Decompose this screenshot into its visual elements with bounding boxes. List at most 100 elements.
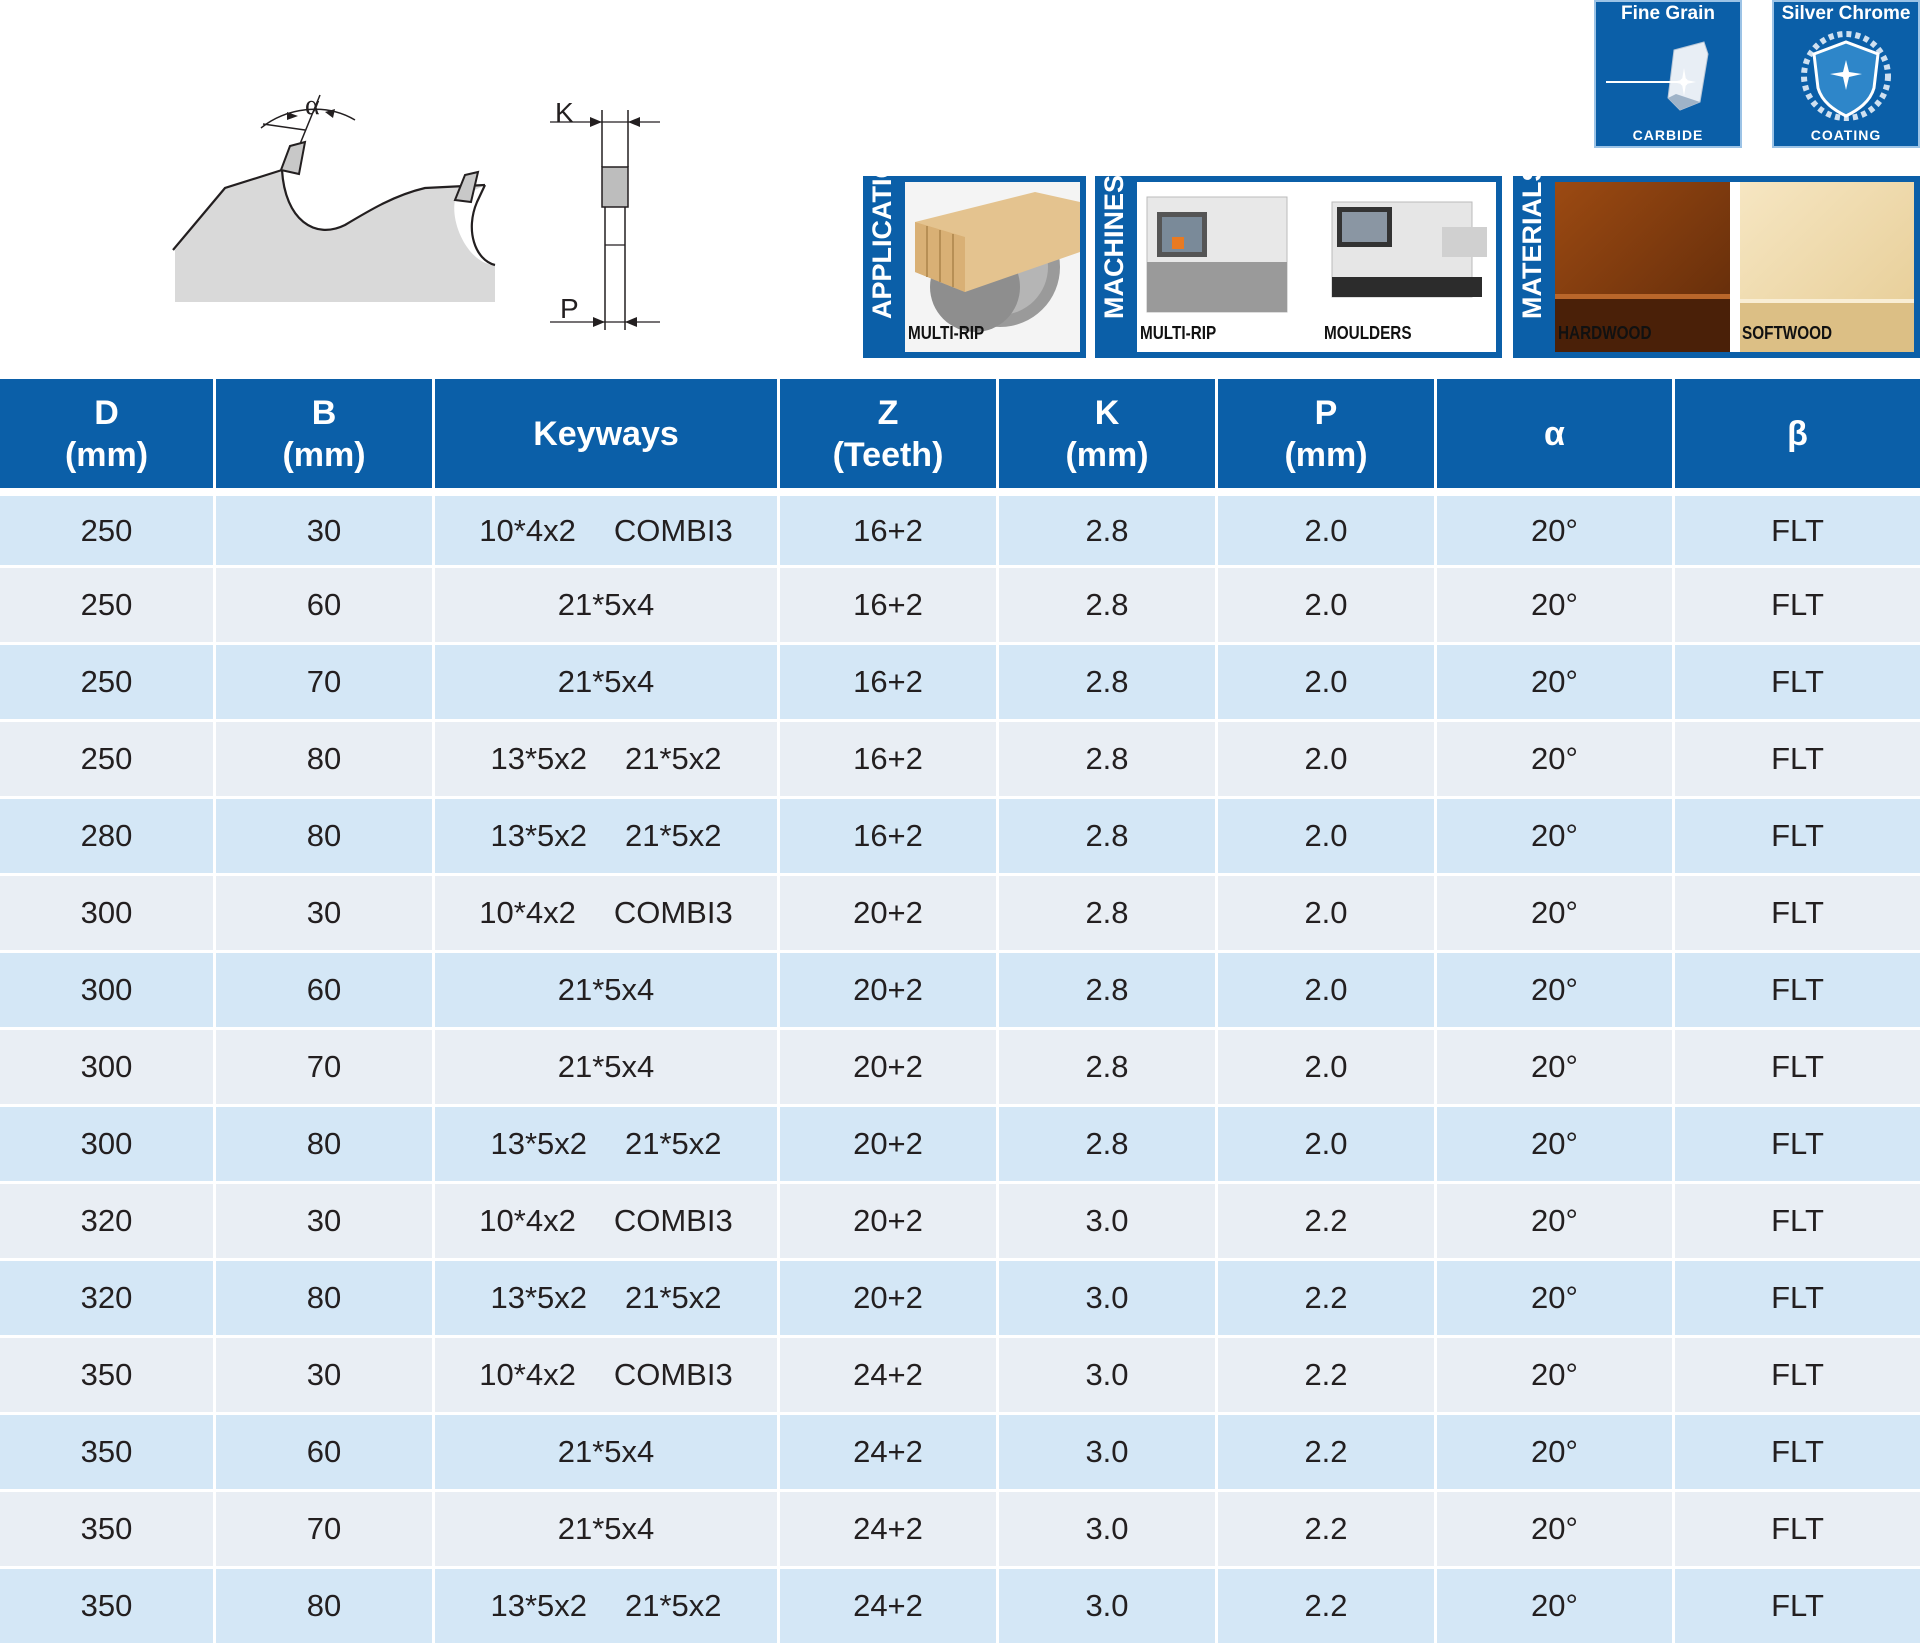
keyway-value: 21*5x4	[557, 664, 655, 699]
cell-diameter: 250	[0, 565, 216, 642]
table-row: 350 30 10*4x2 COMBI3 24+2 3.0 2.2 20° FLT	[0, 1335, 1920, 1412]
header-unit: (mm)	[1284, 435, 1368, 474]
header-line: B	[311, 393, 337, 432]
cell-teeth: 16+2	[780, 796, 999, 873]
header-line: β	[1787, 414, 1808, 453]
p-label: P	[560, 293, 579, 324]
cell-tooth-form: FLT	[1675, 1566, 1920, 1643]
machines-label: MACHINES	[1099, 174, 1129, 319]
table-row: 280 80 13*5x2 21*5x2 16+2 2.8 2.0 20° FLT	[0, 796, 1920, 873]
cell-keyways: 13*5x2 21*5x2	[435, 1104, 780, 1181]
cell-hook-angle: 20°	[1437, 950, 1675, 1027]
cell-hook-angle: 20°	[1437, 796, 1675, 873]
cell-kerf: 2.8	[999, 565, 1218, 642]
softwood-material-image	[1740, 182, 1914, 352]
header-unit: (Teeth)	[832, 435, 944, 474]
machine-caption: MOULDERS	[1324, 323, 1412, 343]
keyway-value: COMBI3	[613, 895, 733, 930]
cell-kerf: 2.8	[999, 1027, 1218, 1104]
keyway-value: 13*5x2	[490, 741, 587, 776]
table-header-row: D (mm) B (mm) Keyways Z (Teeth) K (mm) P (mm) α β	[0, 379, 1920, 488]
cell-bore: 80	[216, 796, 435, 873]
cell-teeth: 20+2	[780, 1027, 999, 1104]
keyway-value: 21*5x2	[625, 1588, 722, 1623]
keyway-value: 21*5x4	[557, 972, 655, 1007]
badge-subtitle: COATING	[1810, 127, 1882, 143]
cell-tooth-form: FLT	[1675, 1258, 1920, 1335]
cell-plate: 2.0	[1218, 796, 1437, 873]
keyway-value: 13*5x2	[490, 1126, 587, 1161]
table-row: 250 80 13*5x2 21*5x2 16+2 2.8 2.0 20° FLT	[0, 719, 1920, 796]
cell-kerf: 2.8	[999, 873, 1218, 950]
table-row: 350 60 21*5x4 24+2 3.0 2.2 20° FLT	[0, 1412, 1920, 1489]
shield-sawblade-icon	[1801, 31, 1891, 121]
cell-hook-angle: 20°	[1437, 1412, 1675, 1489]
badge-title: Silver Chrome	[1781, 3, 1911, 24]
cell-teeth: 20+2	[780, 1258, 999, 1335]
cell-teeth: 24+2	[780, 1489, 999, 1566]
cell-plate: 2.2	[1218, 1412, 1437, 1489]
cell-bore: 80	[216, 1566, 435, 1643]
cell-keyways: 21*5x4	[435, 950, 780, 1027]
cell-kerf: 3.0	[999, 1412, 1218, 1489]
cell-diameter: 250	[0, 642, 216, 719]
keyway-value: 21*5x2	[625, 1126, 722, 1161]
cell-tooth-form: FLT	[1675, 565, 1920, 642]
cell-keyways: 13*5x2 21*5x2	[435, 1258, 780, 1335]
cell-tooth-form: FLT	[1675, 796, 1920, 873]
cell-keyways: 10*4x2 COMBI3	[435, 1335, 780, 1412]
badge-title: Fine Grain	[1621, 3, 1715, 24]
table-row: 300 80 13*5x2 21*5x2 20+2 2.8 2.0 20° FLT	[0, 1104, 1920, 1181]
cell-diameter: 350	[0, 1566, 216, 1643]
table-row: 250 30 10*4x2 COMBI3 16+2 2.8 2.0 20° FLT	[0, 488, 1920, 565]
cell-kerf: 3.0	[999, 1335, 1218, 1412]
cell-diameter: 300	[0, 1104, 216, 1181]
header-line: P	[1314, 393, 1338, 432]
machines-panel: MACHINES MULTI-RIP MOULDERS	[1095, 174, 1502, 358]
cell-bore: 60	[216, 1412, 435, 1489]
cell-diameter: 320	[0, 1181, 216, 1258]
cell-teeth: 20+2	[780, 1104, 999, 1181]
material-caption: HARDWOOD	[1558, 323, 1652, 343]
header-line: Keyways	[533, 414, 679, 453]
cell-plate: 2.0	[1218, 719, 1437, 796]
cell-tooth-form: FLT	[1675, 719, 1920, 796]
cell-teeth: 16+2	[780, 565, 999, 642]
cell-keyways: 10*4x2 COMBI3	[435, 488, 780, 565]
keyway-value: 10*4x2	[479, 1203, 576, 1238]
cell-diameter: 350	[0, 1489, 216, 1566]
table-row: 250 60 21*5x4 16+2 2.8 2.0 20° FLT	[0, 565, 1920, 642]
header-keyways: Keyways	[435, 379, 780, 488]
cell-kerf: 3.0	[999, 1181, 1218, 1258]
keyway-value: 13*5x2	[490, 1280, 587, 1315]
cell-keyways: 10*4x2 COMBI3	[435, 873, 780, 950]
table-row: 300 70 21*5x4 20+2 2.8 2.0 20° FLT	[0, 1027, 1920, 1104]
keyway-value: COMBI3	[613, 1357, 733, 1392]
cell-teeth: 16+2	[780, 642, 999, 719]
table-body: 250 30 10*4x2 COMBI3 16+2 2.8 2.0 20° FLT 250 60 21…	[0, 488, 1920, 1643]
keyway-value: 21*5x4	[557, 1049, 655, 1084]
cell-hook-angle: 20°	[1437, 565, 1675, 642]
cell-hook-angle: 20°	[1437, 1566, 1675, 1643]
silver-chrome-coating-badge: Silver Chrome COATING	[1772, 0, 1920, 148]
cell-teeth: 16+2	[780, 719, 999, 796]
applications-label: APPLICATIONS	[867, 119, 897, 319]
header-tooth-form: β	[1675, 379, 1920, 488]
cell-bore: 60	[216, 950, 435, 1027]
keyway-value: 21*5x4	[557, 1434, 655, 1469]
cell-plate: 2.2	[1218, 1335, 1437, 1412]
cell-kerf: 2.8	[999, 642, 1218, 719]
cell-kerf: 2.8	[999, 796, 1218, 873]
cell-bore: 60	[216, 565, 435, 642]
header-hook-angle: α	[1437, 379, 1675, 488]
thickness-diagram-svg: K P	[550, 97, 660, 330]
cell-teeth: 20+2	[780, 1181, 999, 1258]
keyway-value: 21*5x2	[625, 741, 722, 776]
cell-keyways: 13*5x2 21*5x2	[435, 719, 780, 796]
cell-hook-angle: 20°	[1437, 1258, 1675, 1335]
header-line: D	[94, 393, 119, 432]
cell-teeth: 20+2	[780, 950, 999, 1027]
moulders-machine-image	[1322, 182, 1496, 352]
hardwood-material-image	[1555, 182, 1730, 352]
cell-kerf: 2.8	[999, 719, 1218, 796]
